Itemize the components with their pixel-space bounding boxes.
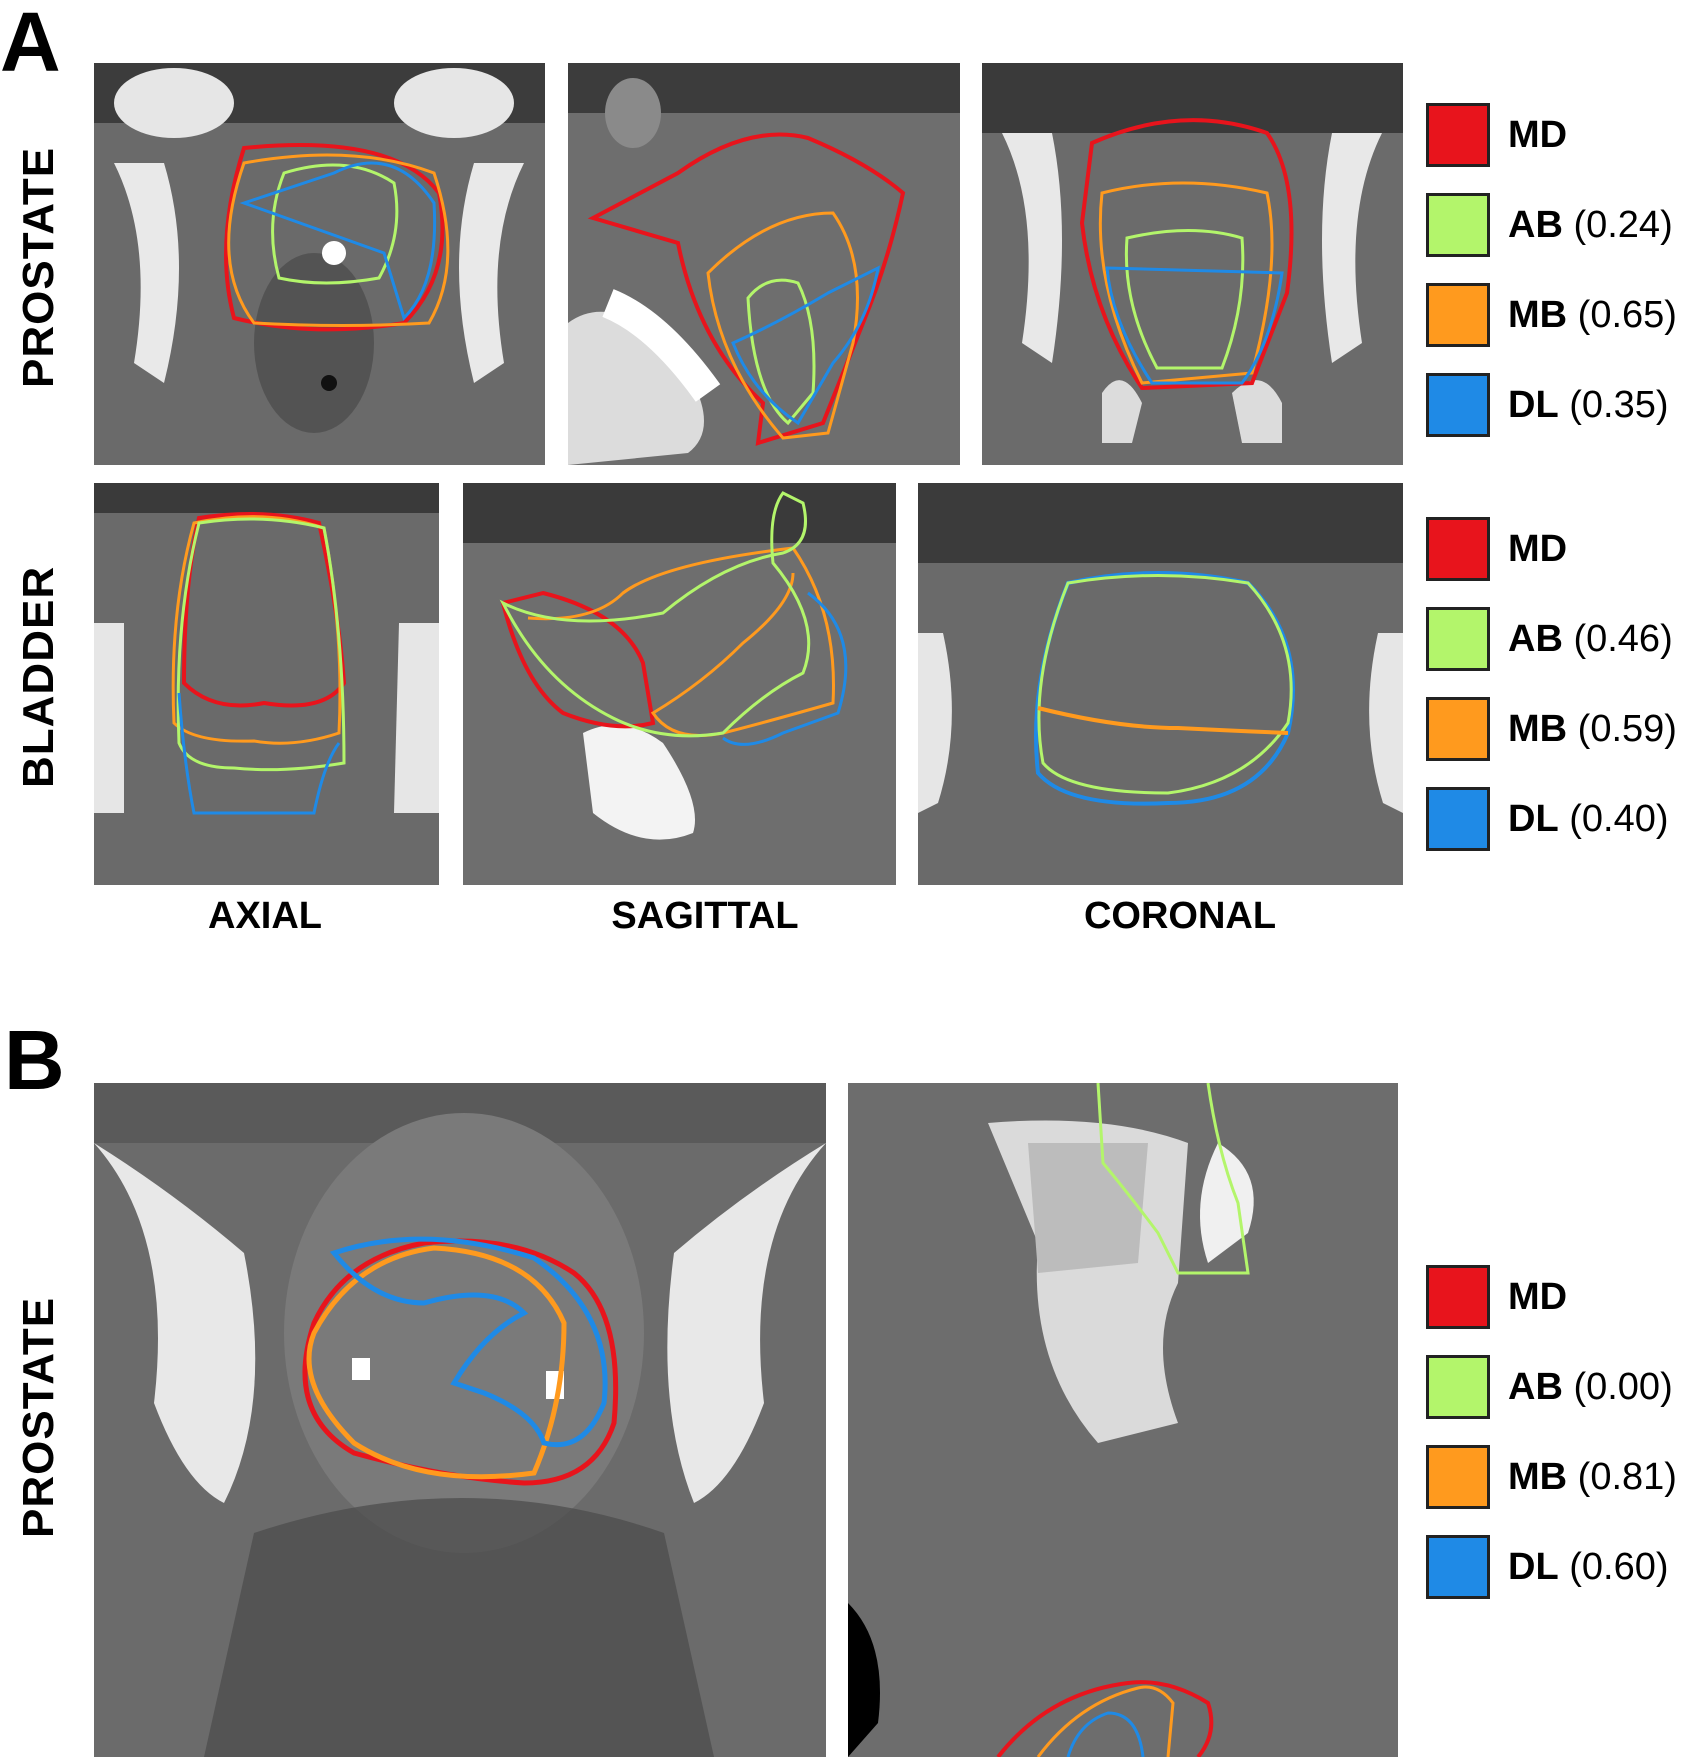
legend-label: AB [1508, 203, 1563, 246]
legend-label: DL [1508, 797, 1559, 840]
ct-image-bladder-sagittal [463, 483, 896, 885]
ct-image-prostate-axial [94, 63, 545, 465]
view-label-sagittal: SAGITTAL [611, 895, 799, 937]
dl-swatch [1426, 1535, 1490, 1599]
legend-bladder: MD AB (0.46) MB (0.59) DL (0.40) [1426, 514, 1686, 854]
legend-score: (0.24) [1573, 203, 1673, 246]
legend-item-md: MD [1426, 100, 1567, 170]
dl-swatch [1426, 373, 1490, 437]
legend-label: MB [1508, 293, 1568, 336]
legend-item-dl: DL (0.40) [1426, 784, 1669, 854]
mb-swatch [1426, 1445, 1490, 1509]
ct-image-prostate-coronal [982, 63, 1403, 465]
legend-item-mb: MB (0.65) [1426, 280, 1677, 350]
legend-item-mb: MB (0.81) [1426, 1442, 1677, 1512]
ct-image-prostate-sagittal [568, 63, 960, 465]
legend-prostate-b: MD AB (0.00) MB (0.81) DL (0.60) [1426, 1262, 1686, 1602]
panel-letter-a: A [0, 0, 61, 89]
ct-image-bladder-axial [94, 483, 439, 885]
mb-swatch [1426, 283, 1490, 347]
legend-score: (0.60) [1569, 1545, 1669, 1588]
legend-item-md: MD [1426, 1262, 1567, 1332]
legend-score: (0.35) [1569, 383, 1669, 426]
dl-swatch [1426, 787, 1490, 851]
row-label-bladder: BLADDER [14, 565, 63, 788]
legend-item-ab: AB (0.00) [1426, 1352, 1673, 1422]
panel-letter-b: B [4, 1013, 65, 1107]
md-swatch [1426, 517, 1490, 581]
legend-label: MD [1508, 113, 1568, 156]
legend-label: MD [1508, 527, 1568, 570]
legend-item-dl: DL (0.35) [1426, 370, 1669, 440]
ct-image-bladder-coronal [918, 483, 1403, 885]
legend-score: (0.59) [1577, 707, 1677, 750]
row-label-prostate-a: PROSTATE [14, 146, 63, 388]
legend-label: MB [1508, 707, 1568, 750]
view-label-coronal: CORONAL [1083, 895, 1277, 937]
legend-item-dl: DL (0.60) [1426, 1532, 1669, 1602]
ct-image-b-axial [94, 1083, 826, 1757]
legend-score: (0.81) [1577, 1455, 1677, 1498]
ab-swatch [1426, 193, 1490, 257]
legend-score: (0.65) [1577, 293, 1677, 336]
legend-label: DL [1508, 383, 1559, 426]
legend-item-ab: AB (0.24) [1426, 190, 1673, 260]
legend-label: MD [1508, 1275, 1568, 1318]
ct-image-b-sagittal [848, 1083, 1398, 1757]
legend-prostate-a: MD AB (0.24) MB (0.65) DL (0.35) [1426, 100, 1686, 440]
legend-score: (0.00) [1573, 1365, 1673, 1408]
md-swatch [1426, 103, 1490, 167]
ab-swatch [1426, 607, 1490, 671]
legend-label: AB [1508, 617, 1563, 660]
legend-label: MB [1508, 1455, 1568, 1498]
legend-label: DL [1508, 1545, 1559, 1588]
md-swatch [1426, 1265, 1490, 1329]
legend-item-ab: AB (0.46) [1426, 604, 1673, 674]
row-label-prostate-b: PROSTATE [14, 1296, 63, 1538]
mb-swatch [1426, 697, 1490, 761]
legend-label: AB [1508, 1365, 1563, 1408]
view-label-axial: AXIAL [208, 895, 322, 937]
legend-score: (0.46) [1573, 617, 1673, 660]
legend-score: (0.40) [1569, 797, 1669, 840]
legend-item-md: MD [1426, 514, 1567, 584]
ab-swatch [1426, 1355, 1490, 1419]
legend-item-mb: MB (0.59) [1426, 694, 1677, 764]
